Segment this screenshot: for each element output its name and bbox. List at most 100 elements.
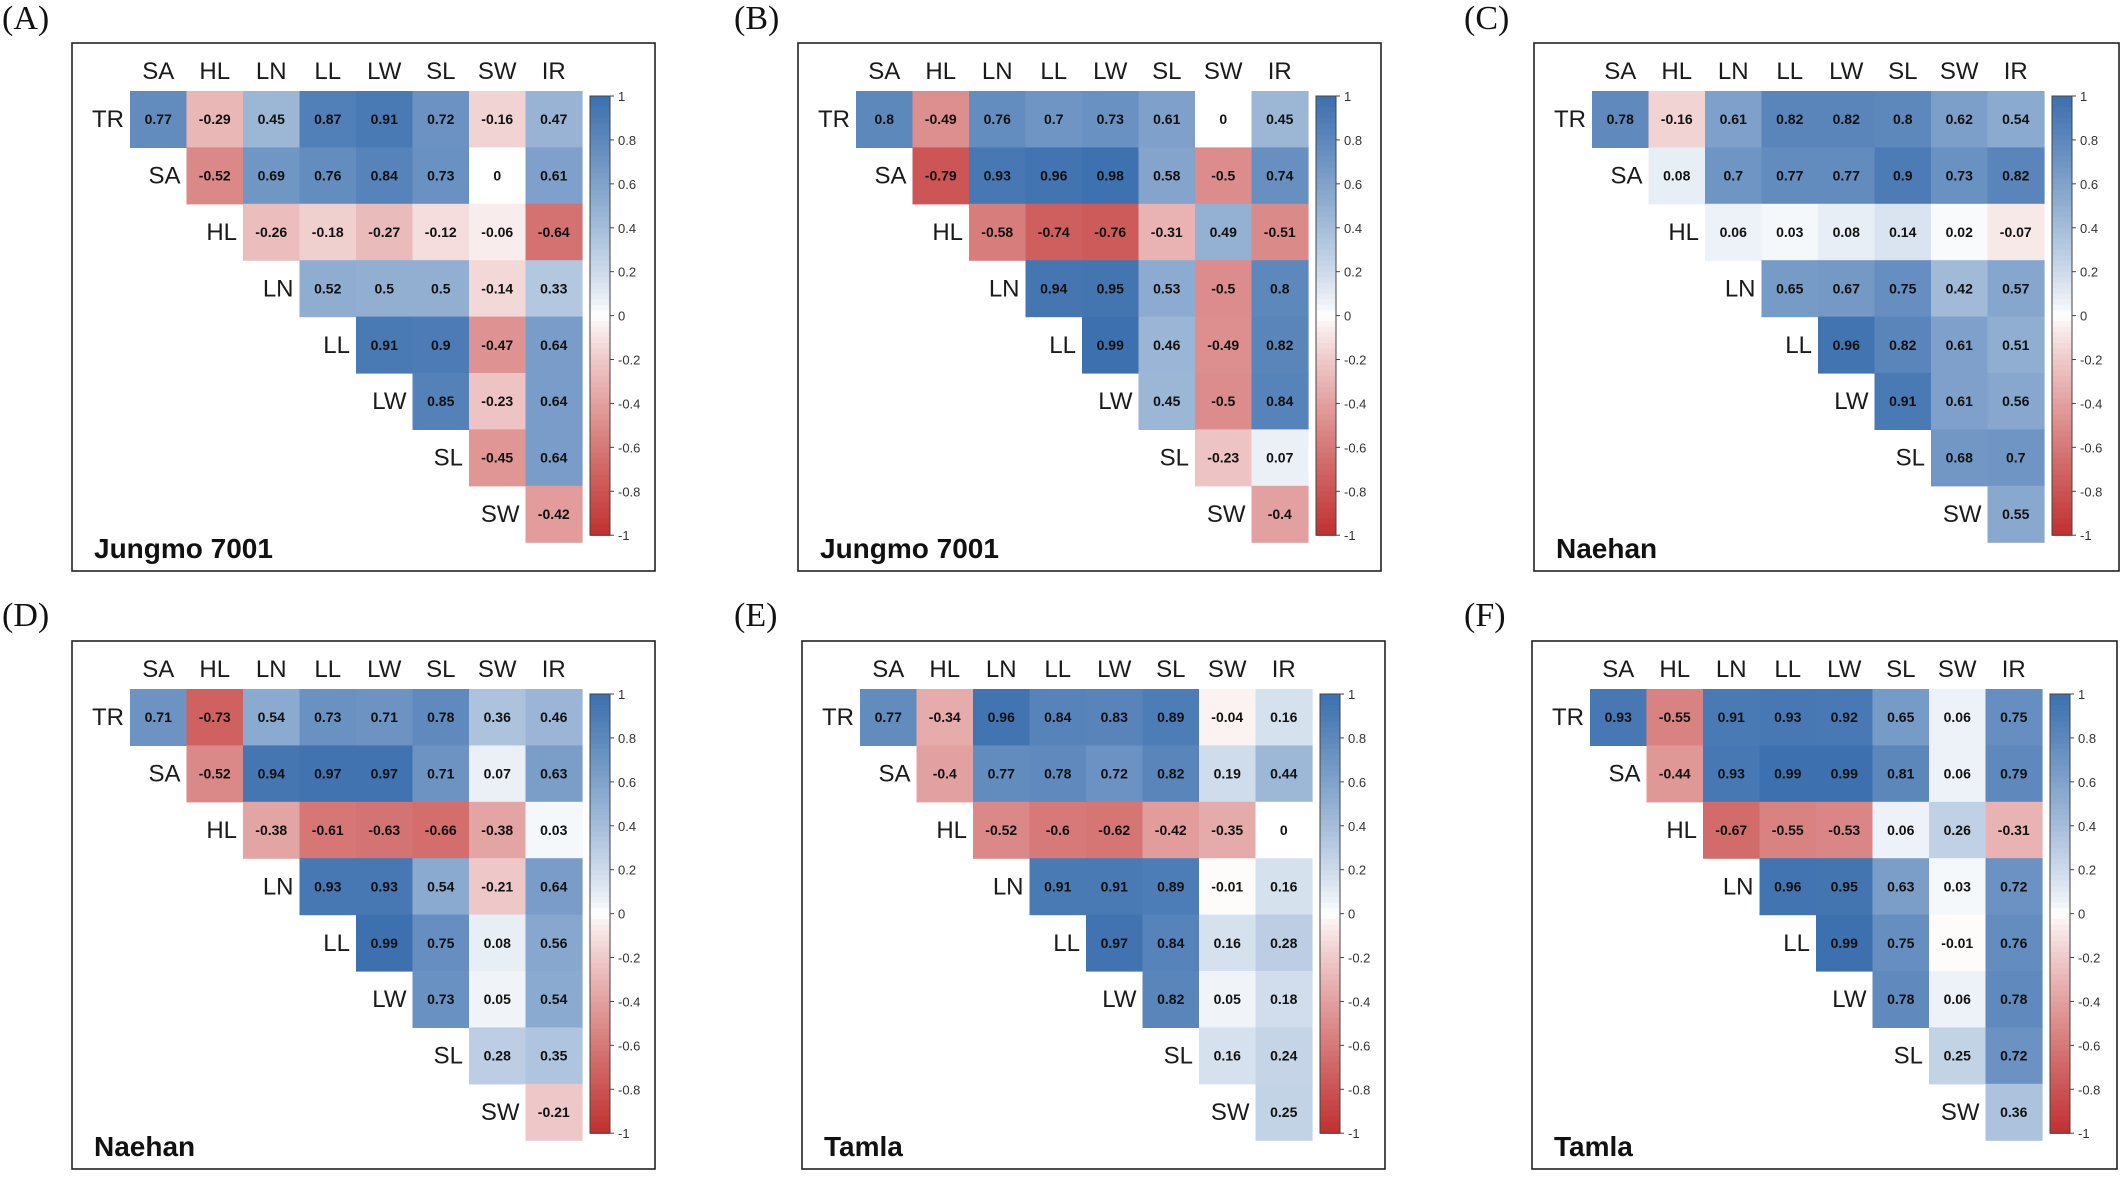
- colorbar-segment: [1316, 447, 1336, 454]
- colorbar-segment: [1320, 704, 1340, 712]
- colorbar-segment: [2052, 189, 2072, 196]
- row-label: HL: [936, 817, 967, 844]
- colorbar-segment: [590, 266, 610, 273]
- colorbar-segment: [1316, 326, 1336, 333]
- colorbar-segment: [2050, 952, 2070, 959]
- heatmap-cell: [1761, 260, 1819, 318]
- row-label: LW: [372, 986, 407, 1013]
- heatmap-cell: [1985, 745, 2043, 803]
- colorbar-segment: [590, 995, 610, 1003]
- colorbar-tick-label: -0.2: [1348, 951, 1370, 966]
- heatmap-cell: [1818, 260, 1876, 318]
- colorbar-segment: [1316, 310, 1336, 317]
- cell-value-label: 0.65: [1887, 709, 1914, 725]
- colorbar-segment: [1316, 266, 1336, 273]
- colorbar-segment: [1320, 973, 1340, 981]
- colorbar-segment: [590, 836, 610, 843]
- colorbar-segment: [590, 798, 610, 805]
- colorbar-segment: [1316, 480, 1336, 487]
- cell-value-label: 0.72: [427, 111, 454, 127]
- colorbar-segment: [590, 392, 610, 399]
- colorbar-segment: [590, 332, 610, 339]
- cell-value-label: 0.05: [484, 991, 511, 1007]
- colorbar-segment: [590, 737, 610, 745]
- colorbar-segment: [2050, 1100, 2070, 1107]
- colorbar-tick-label: 0.6: [1344, 177, 1362, 192]
- heatmap-cell: [1251, 373, 1309, 430]
- heatmap-cell: [1082, 91, 1140, 148]
- colorbar-segment: [590, 441, 610, 448]
- heatmap-cell: [356, 858, 414, 916]
- colorbar-tick-label: -1: [618, 1126, 630, 1141]
- colorbar-segment: [2052, 244, 2072, 251]
- cell-value-label: 0.25: [1944, 1048, 1971, 1064]
- colorbar-segment: [590, 1116, 610, 1123]
- cell-value-label: 0.06: [1720, 224, 1747, 240]
- heatmap-cell: [1646, 745, 1704, 803]
- cell-value-label: 0.99: [371, 935, 398, 951]
- cell-value-label: 0.16: [1270, 878, 1297, 894]
- colorbar-segment: [590, 502, 610, 509]
- colorbar-segment: [590, 902, 610, 909]
- cell-value-label: 0.06: [1944, 766, 1971, 782]
- heatmap-cell: [412, 914, 470, 972]
- colorbar-segment: [590, 1001, 610, 1008]
- colorbar-segment: [1320, 1094, 1340, 1101]
- heatmap-cell: [1929, 914, 1987, 972]
- colorbar-segment: [590, 1050, 610, 1057]
- colorbar-segment: [2050, 776, 2070, 783]
- colorbar-segment: [2050, 1001, 2070, 1008]
- row-label: LW: [1834, 388, 1869, 415]
- colorbar-segment: [590, 101, 610, 108]
- heatmap-cell: [243, 147, 301, 205]
- colorbar-tick-label: 0.6: [618, 177, 636, 192]
- colorbar-tick-label: -0.2: [2080, 353, 2102, 368]
- heatmap-cell: [1138, 316, 1196, 374]
- colorbar-segment: [2052, 216, 2072, 223]
- colorbar-segment: [590, 496, 610, 503]
- colorbar-segment: [2050, 1045, 2070, 1052]
- row-label: TR: [1552, 704, 1584, 731]
- colorbar-segment: [590, 139, 610, 147]
- heatmap-cell: [130, 91, 188, 148]
- colorbar-segment: [2050, 864, 2070, 871]
- column-label: SL: [1886, 656, 1915, 683]
- colorbar-segment: [1316, 502, 1336, 509]
- heatmap-cell: [1086, 914, 1144, 972]
- heatmap-cell: [1029, 801, 1087, 859]
- colorbar-segment: [2052, 288, 2072, 295]
- colorbar-segment: [2052, 183, 2072, 190]
- colorbar-segment: [590, 809, 610, 816]
- heatmap-cell: [1592, 91, 1650, 148]
- heatmap-cell: [1251, 91, 1309, 148]
- cell-value-label: 0.16: [1270, 709, 1297, 725]
- column-label: SA: [868, 58, 900, 85]
- colorbar-segment: [2052, 518, 2072, 525]
- colorbar-segment: [2052, 128, 2072, 136]
- colorbar-segment: [590, 973, 610, 981]
- heatmap-cell: [969, 147, 1027, 205]
- heatmap-cell: [469, 260, 527, 318]
- heatmap-cell: [1759, 745, 1817, 803]
- column-label: SW: [478, 656, 517, 683]
- colorbar-segment: [590, 343, 610, 350]
- cell-value-label: 0.96: [1040, 168, 1067, 184]
- colorbar-segment: [2050, 1050, 2070, 1057]
- colorbar-segment: [590, 979, 610, 986]
- colorbar-segment: [2050, 1089, 2070, 1096]
- row-label: SA: [1608, 761, 1640, 788]
- cell-value-label: 0.73: [314, 709, 341, 725]
- colorbar-segment: [2052, 458, 2072, 465]
- colorbar-tick-label: -0.6: [1348, 1038, 1370, 1053]
- cell-value-label: -0.14: [481, 280, 513, 296]
- colorbar-segment: [2052, 310, 2072, 317]
- heatmap-cell: [469, 429, 527, 487]
- colorbar-segment: [590, 886, 610, 893]
- cell-value-label: 0.76: [314, 168, 341, 184]
- colorbar-segment: [590, 1072, 610, 1079]
- cell-value-label: 0.56: [2002, 393, 2029, 409]
- colorbar-segment: [590, 1105, 610, 1112]
- colorbar-segment: [1320, 743, 1340, 750]
- colorbar-segment: [590, 704, 610, 712]
- heatmap-cell: [1874, 260, 1932, 318]
